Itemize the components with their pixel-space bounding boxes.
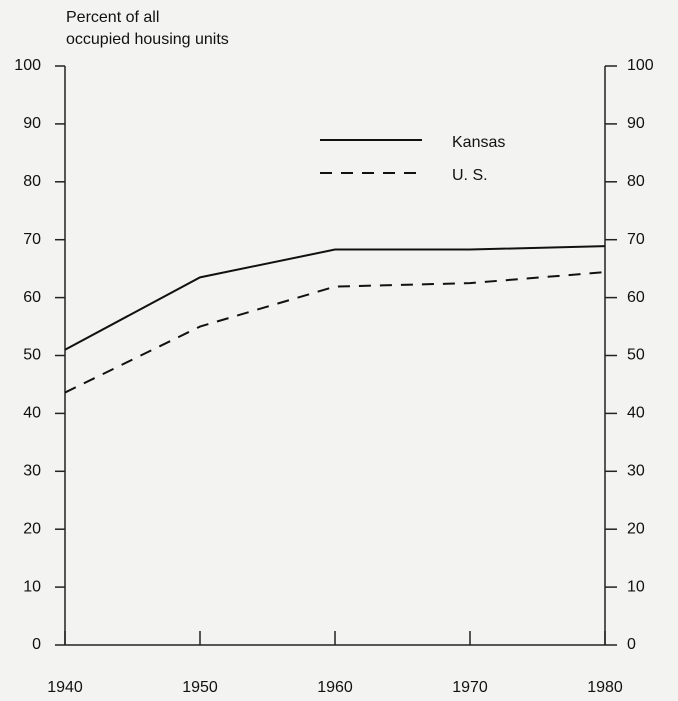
y2-tick-label: 0: [627, 636, 636, 653]
y-tick-label: 0: [32, 636, 41, 653]
y-tick-label: 90: [23, 115, 41, 132]
y-tick-label: 20: [23, 520, 41, 537]
y2-tick-label: 70: [627, 231, 645, 248]
legend-label: U. S.: [452, 167, 488, 184]
y2-tick-label: 10: [627, 578, 645, 595]
y2-tick-label: 20: [627, 520, 645, 537]
x-tick-label: 1960: [317, 679, 353, 696]
x-tick-label: 1940: [47, 679, 83, 696]
y-axis-label: occupied housing units: [66, 31, 229, 48]
y-tick-label: 40: [23, 405, 41, 422]
y2-tick-label: 50: [627, 347, 645, 364]
y2-tick-label: 60: [627, 289, 645, 306]
series-line: [64, 245, 606, 351]
y-axis-label: Percent of all: [66, 9, 159, 26]
y-tick-label: 100: [14, 57, 41, 74]
y-tick-label: 80: [23, 173, 41, 190]
legend-label: Kansas: [452, 134, 505, 151]
y2-tick-label: 100: [627, 57, 654, 74]
y-tick-label: 70: [23, 231, 41, 248]
series-line: [64, 271, 606, 394]
x-tick-label: 1970: [452, 679, 488, 696]
y-tick-label: 30: [23, 463, 41, 480]
x-tick-label: 1980: [587, 679, 623, 696]
x-tick-label: 1950: [182, 679, 218, 696]
y2-tick-label: 80: [627, 173, 645, 190]
y2-tick-label: 40: [627, 405, 645, 422]
y-tick-label: 10: [23, 578, 41, 595]
y2-tick-label: 90: [627, 115, 645, 132]
y2-tick-label: 30: [627, 463, 645, 480]
y-tick-label: 50: [23, 347, 41, 364]
y-tick-label: 60: [23, 289, 41, 306]
